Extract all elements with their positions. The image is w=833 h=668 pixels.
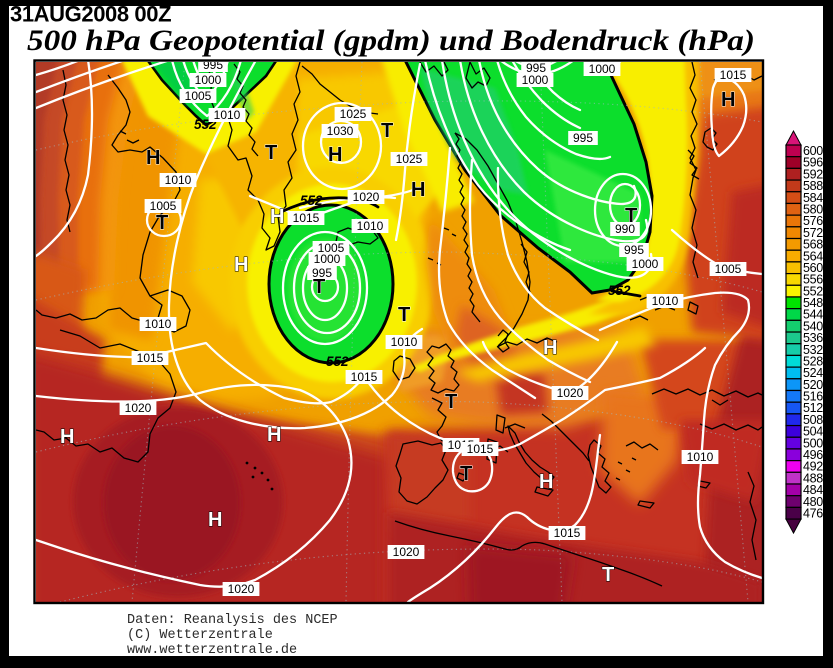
svg-text:552: 552 xyxy=(326,354,349,369)
svg-text:516: 516 xyxy=(803,390,823,404)
svg-text:1000: 1000 xyxy=(314,252,341,266)
svg-text:532: 532 xyxy=(803,343,823,357)
svg-text:T: T xyxy=(313,276,325,298)
svg-text:995: 995 xyxy=(624,243,644,257)
svg-text:592: 592 xyxy=(803,167,823,181)
svg-text:1025: 1025 xyxy=(340,107,367,121)
svg-text:508: 508 xyxy=(803,413,823,427)
svg-text:600: 600 xyxy=(803,144,823,158)
svg-text:1020: 1020 xyxy=(393,545,420,559)
svg-text:1030: 1030 xyxy=(327,124,354,138)
svg-text:1000: 1000 xyxy=(632,257,659,271)
svg-text:H: H xyxy=(60,426,74,448)
svg-text:548: 548 xyxy=(803,296,823,310)
svg-text:1010: 1010 xyxy=(652,294,679,308)
svg-text:995: 995 xyxy=(573,131,593,145)
svg-text:1015: 1015 xyxy=(720,68,747,82)
svg-text:552: 552 xyxy=(300,193,323,208)
svg-text:552: 552 xyxy=(803,284,823,298)
svg-text:544: 544 xyxy=(803,308,823,322)
svg-text:492: 492 xyxy=(803,460,823,474)
svg-text:1020: 1020 xyxy=(557,386,584,400)
svg-text:536: 536 xyxy=(803,331,823,345)
svg-text:596: 596 xyxy=(803,156,823,170)
svg-text:484: 484 xyxy=(803,483,823,497)
svg-text:T: T xyxy=(445,391,457,413)
svg-text:528: 528 xyxy=(803,354,823,368)
svg-text:Daten: Reanalysis des NCEP: Daten: Reanalysis des NCEP xyxy=(127,613,338,628)
svg-text:500 hPa Geopotential (gpdm) un: 500 hPa Geopotential (gpdm) und Bodendru… xyxy=(27,24,755,57)
svg-text:1010: 1010 xyxy=(391,335,418,349)
svg-text:504: 504 xyxy=(803,425,823,439)
svg-text:www.wetterzentrale.de: www.wetterzentrale.de xyxy=(127,643,297,658)
svg-text:995: 995 xyxy=(203,58,223,72)
svg-text:1010: 1010 xyxy=(687,450,714,464)
svg-text:T: T xyxy=(460,463,472,485)
svg-text:H: H xyxy=(208,509,222,531)
svg-text:564: 564 xyxy=(803,249,823,263)
svg-text:488: 488 xyxy=(803,471,823,485)
svg-text:T: T xyxy=(156,212,168,234)
svg-text:1015: 1015 xyxy=(293,211,320,225)
svg-text:H: H xyxy=(328,144,342,166)
svg-text:1005: 1005 xyxy=(150,199,177,213)
svg-text:(C) Wetterzentrale: (C) Wetterzentrale xyxy=(127,628,273,643)
svg-text:480: 480 xyxy=(803,495,823,509)
svg-text:520: 520 xyxy=(803,378,823,392)
svg-text:1020: 1020 xyxy=(353,190,380,204)
svg-text:556: 556 xyxy=(803,273,823,287)
svg-text:H: H xyxy=(234,254,248,276)
svg-text:552: 552 xyxy=(608,283,631,298)
svg-text:560: 560 xyxy=(803,261,823,275)
svg-text:1000: 1000 xyxy=(195,73,222,87)
svg-text:T: T xyxy=(625,205,637,227)
svg-text:H: H xyxy=(721,89,735,111)
svg-text:T: T xyxy=(398,304,410,326)
svg-text:T: T xyxy=(602,564,614,586)
svg-text:1015: 1015 xyxy=(467,442,494,456)
svg-text:1005: 1005 xyxy=(185,89,212,103)
svg-text:1010: 1010 xyxy=(145,317,172,331)
svg-text:576: 576 xyxy=(803,214,823,228)
svg-text:496: 496 xyxy=(803,448,823,462)
svg-text:H: H xyxy=(543,337,557,359)
svg-text:1020: 1020 xyxy=(228,582,255,596)
svg-text:476: 476 xyxy=(803,506,823,520)
svg-text:580: 580 xyxy=(803,202,823,216)
svg-text:1015: 1015 xyxy=(351,370,378,384)
svg-text:1000: 1000 xyxy=(589,62,616,76)
svg-text:T: T xyxy=(265,142,277,164)
svg-text:1000: 1000 xyxy=(522,73,549,87)
svg-text:1005: 1005 xyxy=(318,241,345,255)
svg-text:572: 572 xyxy=(803,226,823,240)
svg-text:540: 540 xyxy=(803,319,823,333)
svg-text:H: H xyxy=(411,179,425,201)
svg-text:588: 588 xyxy=(803,179,823,193)
svg-text:1015: 1015 xyxy=(554,526,581,540)
svg-text:512: 512 xyxy=(803,401,823,415)
svg-text:1020: 1020 xyxy=(125,401,152,415)
svg-text:500: 500 xyxy=(803,436,823,450)
svg-text:H: H xyxy=(270,206,284,228)
svg-text:H: H xyxy=(539,471,553,493)
svg-text:990: 990 xyxy=(615,222,635,236)
svg-text:1010: 1010 xyxy=(357,219,384,233)
svg-text:H: H xyxy=(146,147,160,169)
svg-text:1010: 1010 xyxy=(214,108,241,122)
svg-text:1005: 1005 xyxy=(715,262,742,276)
svg-text:1010: 1010 xyxy=(165,173,192,187)
svg-text:995: 995 xyxy=(312,266,332,280)
svg-text:568: 568 xyxy=(803,238,823,252)
svg-text:H: H xyxy=(267,424,281,446)
svg-text:1015: 1015 xyxy=(137,351,164,365)
svg-text:995: 995 xyxy=(526,61,546,75)
svg-text:584: 584 xyxy=(803,191,823,205)
svg-text:524: 524 xyxy=(803,366,823,380)
svg-text:1025: 1025 xyxy=(396,152,423,166)
svg-text:T: T xyxy=(381,120,393,142)
